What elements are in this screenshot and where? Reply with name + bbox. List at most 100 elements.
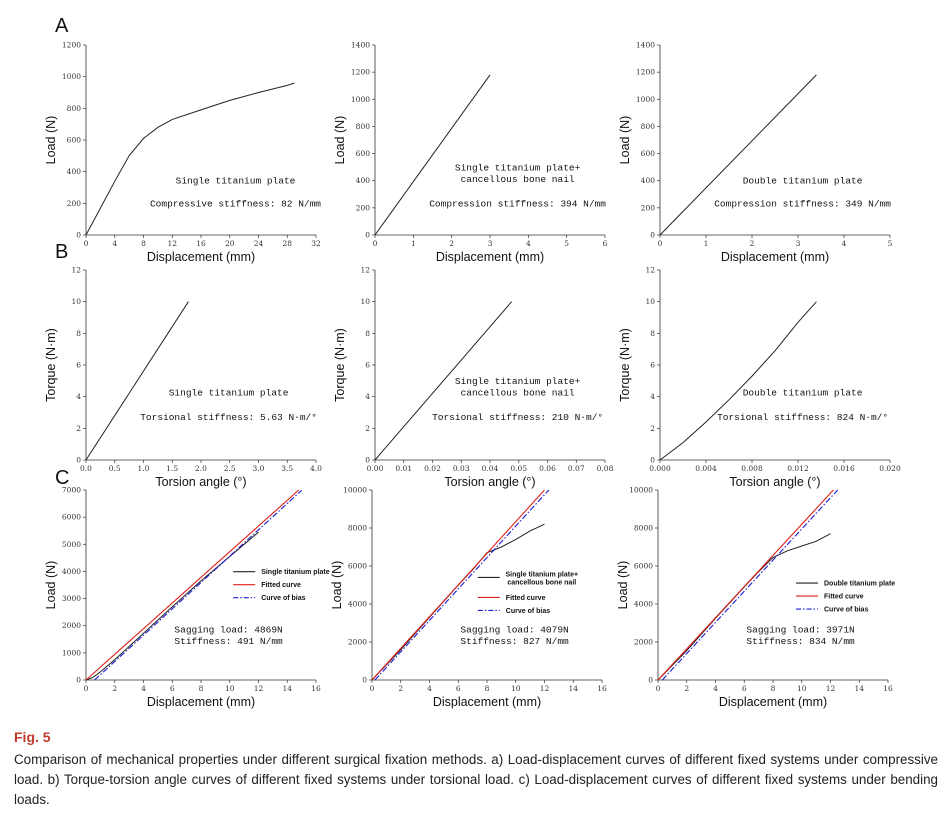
legend-label: cancellous bone nail	[507, 579, 576, 586]
y-tick-label: 2	[650, 424, 655, 433]
x-tick-label: 12	[540, 684, 550, 693]
x-tick-label: 6	[456, 684, 461, 693]
y-tick-label: 8	[650, 329, 655, 338]
chart-7: 0 2 4 6 8 10 12 14 16 0 1000 2000 3000 4000 5000 6000 70…	[44, 486, 330, 710]
x-tick-label: 0.08	[597, 464, 614, 473]
x-axis-title: Torsion angle (°)	[444, 475, 535, 489]
x-tick-label: 0	[658, 239, 663, 248]
chart-5: 0.00 0.01 0.02 0.03 0.04 0.05 0.06 0.07 0.08 0 2 4 6…	[333, 266, 614, 490]
y-tick-label: 6000	[634, 562, 653, 571]
legend-label: Fitted curve	[824, 594, 864, 601]
y-tick-label: 2	[365, 424, 370, 433]
y-tick-label: 7000	[62, 486, 81, 495]
x-tick-label: 0.008	[741, 464, 763, 473]
legend-label: Curve of bias	[506, 608, 550, 615]
annotation-text: Compressive stiffness: 82 N/mm	[150, 199, 321, 210]
x-tick-label: 6	[603, 239, 608, 248]
annotation-text: Stiffness: 491 N/mm	[174, 636, 283, 647]
chart-4: 0.0 0.5 1.0 1.5 2.0 2.5 3.0 3.5 4.0 0 2 4 6 8 10 12 Tors…	[44, 266, 322, 490]
y-tick-label: 6	[650, 361, 655, 370]
y-tick-label: 400	[67, 167, 82, 176]
y-tick-label: 0	[362, 676, 367, 685]
x-tick-label: 0.00	[367, 464, 384, 473]
series-line-fitted-curve	[371, 489, 545, 681]
x-tick-label: 2	[398, 684, 403, 693]
y-tick-label: 4000	[634, 600, 653, 609]
annotation-text: Single titanium plate+	[455, 162, 581, 173]
x-tick-label: 2.5	[224, 464, 236, 473]
x-tick-label: 4	[112, 239, 117, 248]
series-line-curve-of-bias	[661, 489, 839, 681]
x-tick-label: 5	[888, 239, 893, 248]
x-axis-title: Displacement (mm)	[436, 250, 544, 264]
y-axis-title: Load (N)	[333, 116, 347, 165]
x-tick-label: 0.016	[833, 464, 855, 473]
y-tick-label: 2000	[348, 638, 367, 647]
x-tick-label: 0.0	[80, 464, 92, 473]
x-tick-label: 32	[311, 239, 321, 248]
series-line-curve	[659, 301, 817, 461]
chart-3: 0 1 2 3 4 5 0 200 400 600 800 1000 1200 1400 Displacem…	[618, 41, 893, 265]
x-tick-label: 14	[568, 684, 578, 693]
series-line-double-titanium-plate	[657, 533, 831, 681]
y-tick-label: 200	[641, 203, 656, 212]
x-tick-label: 0.01	[395, 464, 412, 473]
x-tick-label: 3	[488, 239, 493, 248]
x-tick-label: 0.5	[109, 464, 121, 473]
annotation-text: Stiffness: 827 N/mm	[460, 636, 569, 647]
y-tick-label: 1400	[636, 41, 655, 50]
series-line-curve	[85, 301, 189, 461]
y-tick-label: 8	[76, 329, 81, 338]
y-tick-label: 0	[76, 231, 81, 240]
y-tick-label: 0	[650, 231, 655, 240]
legend-label: Fitted curve	[506, 595, 546, 602]
x-tick-label: 0	[84, 239, 89, 248]
x-tick-label: 3	[796, 239, 801, 248]
y-axis-title: Load (N)	[44, 116, 58, 165]
y-tick-label: 10	[360, 297, 370, 306]
y-tick-label: 1000	[62, 648, 81, 657]
y-tick-label: 800	[356, 122, 371, 131]
legend-label: Fitted curve	[261, 582, 301, 589]
y-tick-label: 1200	[636, 68, 655, 77]
series-line-curve	[659, 74, 817, 236]
annotation-text: Single titanium plate+	[455, 376, 581, 387]
x-tick-label: 1.0	[138, 464, 150, 473]
x-tick-label: 2	[750, 239, 755, 248]
chart-2: 0 1 2 3 4 5 6 0 200 400 600 800 1000 1200 1400 Displace…	[333, 41, 608, 265]
figure-svg: A B C 0 4 8 12 16 20 24 28 320200400600800100012…	[44, 15, 901, 710]
series-line-curve	[374, 74, 491, 236]
y-axis-title: Torque (N·m)	[44, 328, 58, 402]
chart-1: 0 4 8 12 16 20 24 28 32 0 200 400 600 800 1000 1200 Disp…	[44, 41, 321, 265]
y-tick-label: 400	[641, 176, 656, 185]
series-line-curve-of-bias	[374, 489, 550, 681]
x-axis-title: Torsion angle (°)	[729, 475, 820, 489]
figure-area: A B C 0 4 8 12 16 20 24 28 32 0 200 400 600 800 1000 12…	[44, 15, 901, 710]
x-axis-title: Displacement (mm)	[719, 695, 827, 709]
y-tick-label: 12	[645, 266, 655, 275]
x-axis-title: Displacement (mm)	[147, 250, 255, 264]
legend-label: Single titanium plate	[261, 569, 330, 576]
chart-6: 0.000 0.004 0.008 0.012 0.016 0.020 0 2 4 6 8 10 12 T…	[618, 266, 901, 490]
annotation-text: Sagging load: 4079N	[460, 625, 568, 636]
series-line-curve-of-bias	[94, 489, 302, 681]
y-axis-title: Load (N)	[44, 561, 58, 610]
y-tick-label: 12	[360, 266, 370, 275]
y-tick-label: 1200	[62, 41, 81, 50]
x-axis-title: Displacement (mm)	[433, 695, 541, 709]
y-tick-label: 4	[650, 392, 655, 401]
series-line-fitted-curve	[657, 489, 834, 681]
y-tick-label: 1000	[62, 72, 81, 81]
annotation-text: Compression stiffness: 349 N/mm	[714, 199, 891, 210]
y-tick-label: 6	[76, 361, 81, 370]
annotation-text: Torsional stiffness: 5.63 N·m/°	[140, 412, 317, 423]
y-tick-label: 0	[76, 456, 81, 465]
y-tick-label: 6000	[62, 513, 81, 522]
annotation-text: Stiffness: 834 N/mm	[746, 636, 855, 647]
x-tick-label: 8	[141, 239, 146, 248]
x-tick-label: 8	[199, 684, 204, 693]
panel-letter-c: C	[55, 467, 69, 489]
x-tick-label: 8	[485, 684, 490, 693]
x-tick-label: 0	[84, 684, 89, 693]
legend-label: Double titanium plate	[824, 581, 895, 588]
